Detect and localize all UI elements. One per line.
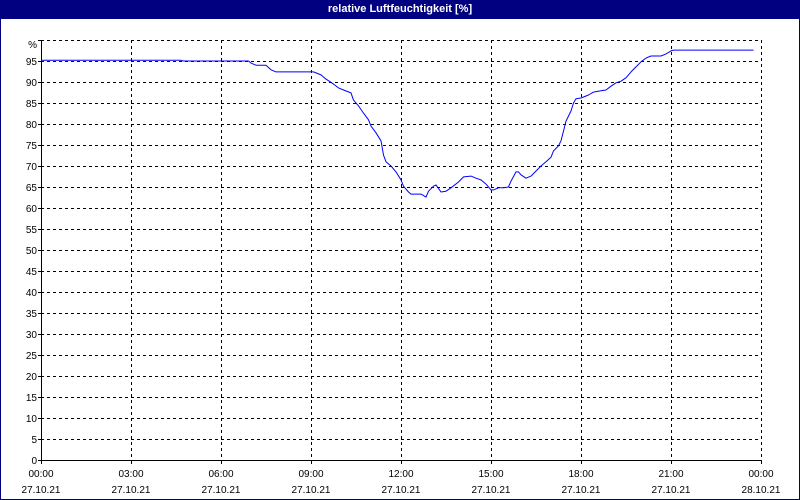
x-tick-time-label: 00:00 — [748, 469, 773, 480]
y-tick-label: 45 — [26, 267, 38, 278]
y-tick-label: 70 — [26, 162, 38, 173]
y-tick-label: 10 — [26, 414, 38, 425]
gridlines — [41, 40, 762, 460]
y-tick-label: 95 — [26, 57, 38, 68]
x-tick-date-label: 27.10.21 — [202, 485, 241, 496]
title-bar: relative Luftfeuchtigkeit [%] — [0, 0, 800, 19]
y-tick-label: 30 — [26, 330, 38, 341]
y-tick-label: 5 — [31, 435, 37, 446]
x-tick-date-label: 27.10.21 — [472, 485, 511, 496]
y-tick-label: 0 — [31, 456, 37, 467]
y-tick-label: 25 — [26, 351, 38, 362]
x-tick-time-label: 18:00 — [568, 469, 593, 480]
tick-labels: % 0 5 10 15 20 25 30 35 40 45 50 55 60 65 70 75 80 85 90 95… — [22, 40, 781, 496]
x-tick-date-label: 28.10.21 — [742, 485, 781, 496]
y-tick-label: 90 — [26, 78, 38, 89]
y-tick-label: 15 — [26, 393, 38, 404]
y-tick-label: 60 — [26, 204, 38, 215]
y-tick-label: 40 — [26, 288, 38, 299]
y-tick-label: 75 — [26, 141, 38, 152]
axes — [38, 40, 762, 464]
y-tick-label: 55 — [26, 225, 38, 236]
x-tick-time-label: 12:00 — [388, 469, 413, 480]
y-tick-label: 35 — [26, 309, 38, 320]
x-tick-date-label: 27.10.21 — [292, 485, 331, 496]
x-tick-time-label: 03:00 — [118, 469, 143, 480]
y-tick-label: 20 — [26, 372, 38, 383]
y-tick-label: 50 — [26, 246, 38, 257]
y-tick-label: 85 — [26, 99, 38, 110]
x-tick-date-label: 27.10.21 — [112, 485, 151, 496]
x-tick-time-label: 09:00 — [298, 469, 323, 480]
humidity-series-line — [41, 49, 754, 198]
y-axis-unit-label: % — [28, 40, 37, 51]
x-tick-date-label: 27.10.21 — [22, 485, 61, 496]
series — [41, 49, 754, 198]
x-tick-date-label: 27.10.21 — [652, 485, 691, 496]
x-tick-date-label: 27.10.21 — [382, 485, 421, 496]
x-tick-time-label: 00:00 — [28, 469, 53, 480]
x-tick-time-label: 15:00 — [478, 469, 503, 480]
x-tick-time-label: 21:00 — [658, 469, 683, 480]
y-tick-label: 65 — [26, 183, 38, 194]
y-tick-label: 80 — [26, 120, 38, 131]
x-tick-time-label: 06:00 — [208, 469, 233, 480]
x-tick-date-label: 27.10.21 — [562, 485, 601, 496]
chart-title: relative Luftfeuchtigkeit [%] — [327, 3, 473, 15]
